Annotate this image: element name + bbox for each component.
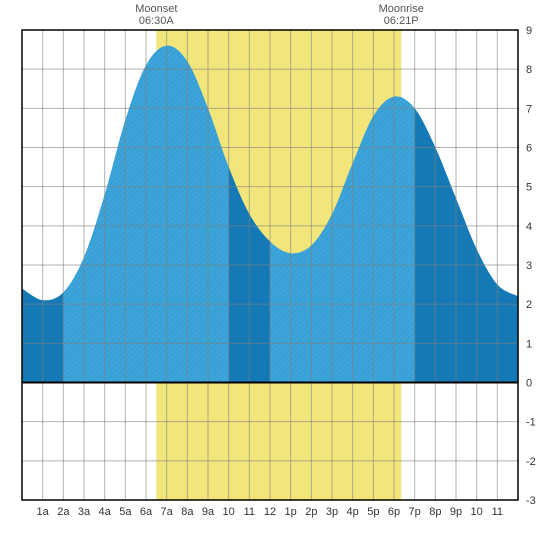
x-tick-label: 1p: [285, 506, 297, 518]
y-tick-label: 3: [526, 260, 532, 272]
event-time: 06:21P: [384, 15, 419, 27]
x-tick-label: 1a: [37, 506, 50, 518]
y-tick-label: -3: [526, 495, 536, 507]
x-tick-label: 12: [264, 506, 276, 518]
x-tick-label: 4p: [347, 506, 359, 518]
event-label: Moonset: [135, 3, 177, 15]
x-tick-label: 9p: [450, 506, 462, 518]
x-tick-label: 3p: [326, 506, 338, 518]
x-tick-label: 4a: [99, 506, 112, 518]
y-tick-label: 4: [526, 221, 532, 233]
y-tick-label: 9: [526, 25, 532, 37]
y-tick-label: 2: [526, 299, 532, 311]
x-tick-label: 8a: [181, 506, 194, 518]
y-tick-label: 7: [526, 103, 532, 115]
x-tick-label: 8p: [429, 506, 441, 518]
y-tick-label: 1: [526, 338, 532, 350]
x-tick-label: 6p: [388, 506, 400, 518]
x-tick-label: 10: [471, 506, 483, 518]
x-tick-label: 5p: [367, 506, 379, 518]
y-tick-label: 8: [526, 64, 532, 76]
x-tick-label: 6a: [140, 506, 153, 518]
x-tick-label: 7a: [161, 506, 174, 518]
y-tick-label: 0: [526, 378, 532, 390]
tide-chart: 1a2a3a4a5a6a7a8a9a1011121p2p3p4p5p6p7p8p…: [0, 0, 550, 550]
chart-svg: 1a2a3a4a5a6a7a8a9a1011121p2p3p4p5p6p7p8p…: [0, 0, 550, 550]
x-tick-label: 2a: [57, 506, 70, 518]
x-tick-label: 11: [244, 506, 255, 518]
y-tick-label: 5: [526, 182, 532, 194]
x-tick-label: 3a: [78, 506, 91, 518]
event-label: Moonrise: [379, 3, 424, 15]
x-tick-label: 11: [492, 506, 503, 518]
y-tick-label: -1: [526, 417, 536, 429]
x-tick-label: 7p: [409, 506, 421, 518]
y-tick-label: 6: [526, 143, 532, 155]
x-tick-label: 9a: [202, 506, 215, 518]
x-tick-label: 5a: [119, 506, 132, 518]
x-tick-label: 10: [223, 506, 235, 518]
event-time: 06:30A: [139, 15, 175, 27]
y-tick-label: -2: [526, 456, 536, 468]
x-tick-label: 2p: [305, 506, 317, 518]
